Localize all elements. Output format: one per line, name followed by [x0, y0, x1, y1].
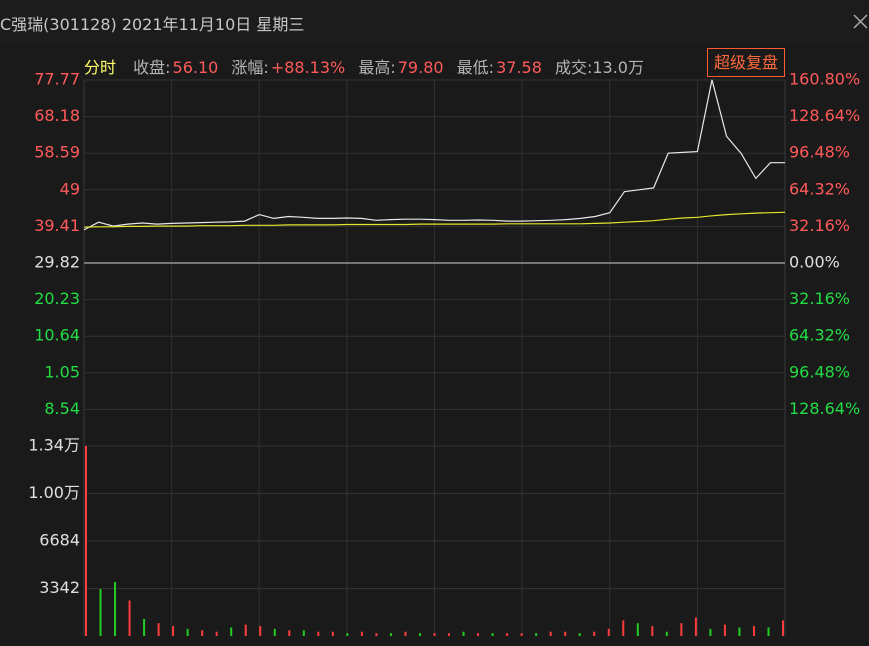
- volume-bar: [738, 627, 741, 636]
- price-line: [83, 211, 786, 228]
- volume-bar: [723, 624, 726, 636]
- volume-bar: [157, 623, 160, 636]
- volume-bar: [230, 627, 233, 636]
- stats-row: 分时 收盘: 56.10 涨幅: +88.13% 最高: 79.80 最低: 37.58…: [84, 54, 646, 78]
- y2-tick-label: 96.48%: [789, 362, 850, 381]
- volume-bar: [172, 626, 175, 636]
- y-tick-label: 1.05: [44, 362, 80, 381]
- volume-bar: [477, 633, 480, 636]
- volume-bar: [331, 631, 334, 636]
- volume-bar: [389, 633, 392, 636]
- volume-bar: [636, 623, 639, 636]
- volume-bar: [520, 633, 523, 636]
- y-tick-label: 1.00万: [28, 483, 80, 502]
- volume-bar: [143, 618, 146, 636]
- volume-bar: [665, 631, 668, 636]
- stat-label: 最低:: [456, 58, 495, 77]
- volume-bar: [782, 620, 784, 636]
- volume-bar: [201, 630, 204, 636]
- volume-bar: [607, 628, 610, 636]
- volume-text: 成交:13.0万: [554, 58, 644, 77]
- y-tick-label: 6684: [39, 531, 80, 550]
- y-tick-label: 68.18: [34, 106, 80, 125]
- stat-value: 37.58: [496, 58, 542, 77]
- y2-tick-label: 128.64%: [789, 106, 860, 125]
- stock-title: C强瑞(301128) 2021年11月10日 星期三: [0, 15, 305, 34]
- volume-bar: [578, 633, 581, 636]
- volume-bar: [273, 628, 276, 636]
- volume-bar: [593, 631, 596, 636]
- volume-bar: [448, 633, 451, 636]
- stat-label: 涨幅:: [231, 58, 269, 77]
- volume-bar: [752, 626, 755, 636]
- price-line: [83, 79, 785, 231]
- y-tick-label: 1.34万: [28, 436, 80, 455]
- close-icon[interactable]: [0, 0, 869, 44]
- y-tick-label: 39.41: [34, 216, 80, 235]
- volume-bar: [709, 628, 712, 636]
- volume-bar: [564, 631, 567, 636]
- y2-tick-label: 96.48%: [789, 143, 850, 162]
- stat-value: 79.80: [397, 58, 444, 77]
- volume-bar: [128, 600, 131, 636]
- volume-bar: [375, 633, 378, 636]
- stat-value: 56.10: [172, 58, 219, 77]
- volume-bar: [622, 620, 625, 636]
- replay-button[interactable]: 超级复盘: [707, 48, 785, 77]
- volume-bar: [360, 631, 363, 636]
- y-tick-label: 8.54: [44, 399, 80, 418]
- y2-tick-label: 0.00%: [789, 253, 840, 272]
- volume-bar: [694, 617, 697, 636]
- volume-bar: [85, 446, 87, 636]
- volume-bar: [535, 633, 538, 636]
- y-tick-label: 3342: [39, 578, 80, 597]
- volume-bar: [767, 627, 770, 636]
- volume-bar: [317, 631, 320, 636]
- volume-bar: [244, 624, 247, 636]
- volume-bar: [302, 630, 305, 636]
- y-tick-label: 77.77: [34, 70, 80, 89]
- y-tick-label: 20.23: [34, 289, 80, 308]
- volume-bar: [99, 589, 102, 636]
- y-tick-label: 29.82: [34, 253, 80, 272]
- volume-bar: [114, 581, 117, 636]
- y2-tick-label: 32.16%: [789, 216, 850, 235]
- stat-value: +88.13%: [270, 58, 346, 77]
- volume-bar: [404, 631, 407, 636]
- y-tick-label: 49: [60, 179, 80, 198]
- volume-bar: [259, 626, 262, 636]
- tab[interactable]: 分时: [84, 58, 117, 77]
- stat-label: 收盘:: [133, 58, 171, 77]
- volume-bar: [433, 633, 436, 636]
- stat-label: 最高:: [358, 58, 396, 77]
- y2-tick-label: 64.32%: [789, 326, 850, 345]
- volume-bar: [491, 633, 494, 636]
- volume-bar: [549, 631, 552, 636]
- y2-tick-label: 160.80%: [789, 70, 860, 89]
- volume-bar: [462, 631, 465, 636]
- volume-bar: [186, 628, 189, 636]
- y2-tick-label: 32.16%: [789, 289, 850, 308]
- volume-bar: [651, 626, 654, 636]
- volume-bar: [506, 633, 509, 636]
- volume-bar: [288, 630, 291, 636]
- y2-tick-label: 64.32%: [789, 179, 850, 198]
- y2-tick-label: 128.64%: [789, 399, 860, 418]
- y-tick-label: 58.59: [34, 143, 80, 162]
- y-tick-label: 10.64: [34, 326, 80, 345]
- volume-bar: [215, 631, 218, 636]
- top-bar: C强瑞(301128) 2021年11月10日 星期三: [0, 0, 869, 44]
- volume-bar: [680, 623, 683, 636]
- volume-bar: [418, 633, 421, 636]
- volume-bar: [346, 633, 349, 636]
